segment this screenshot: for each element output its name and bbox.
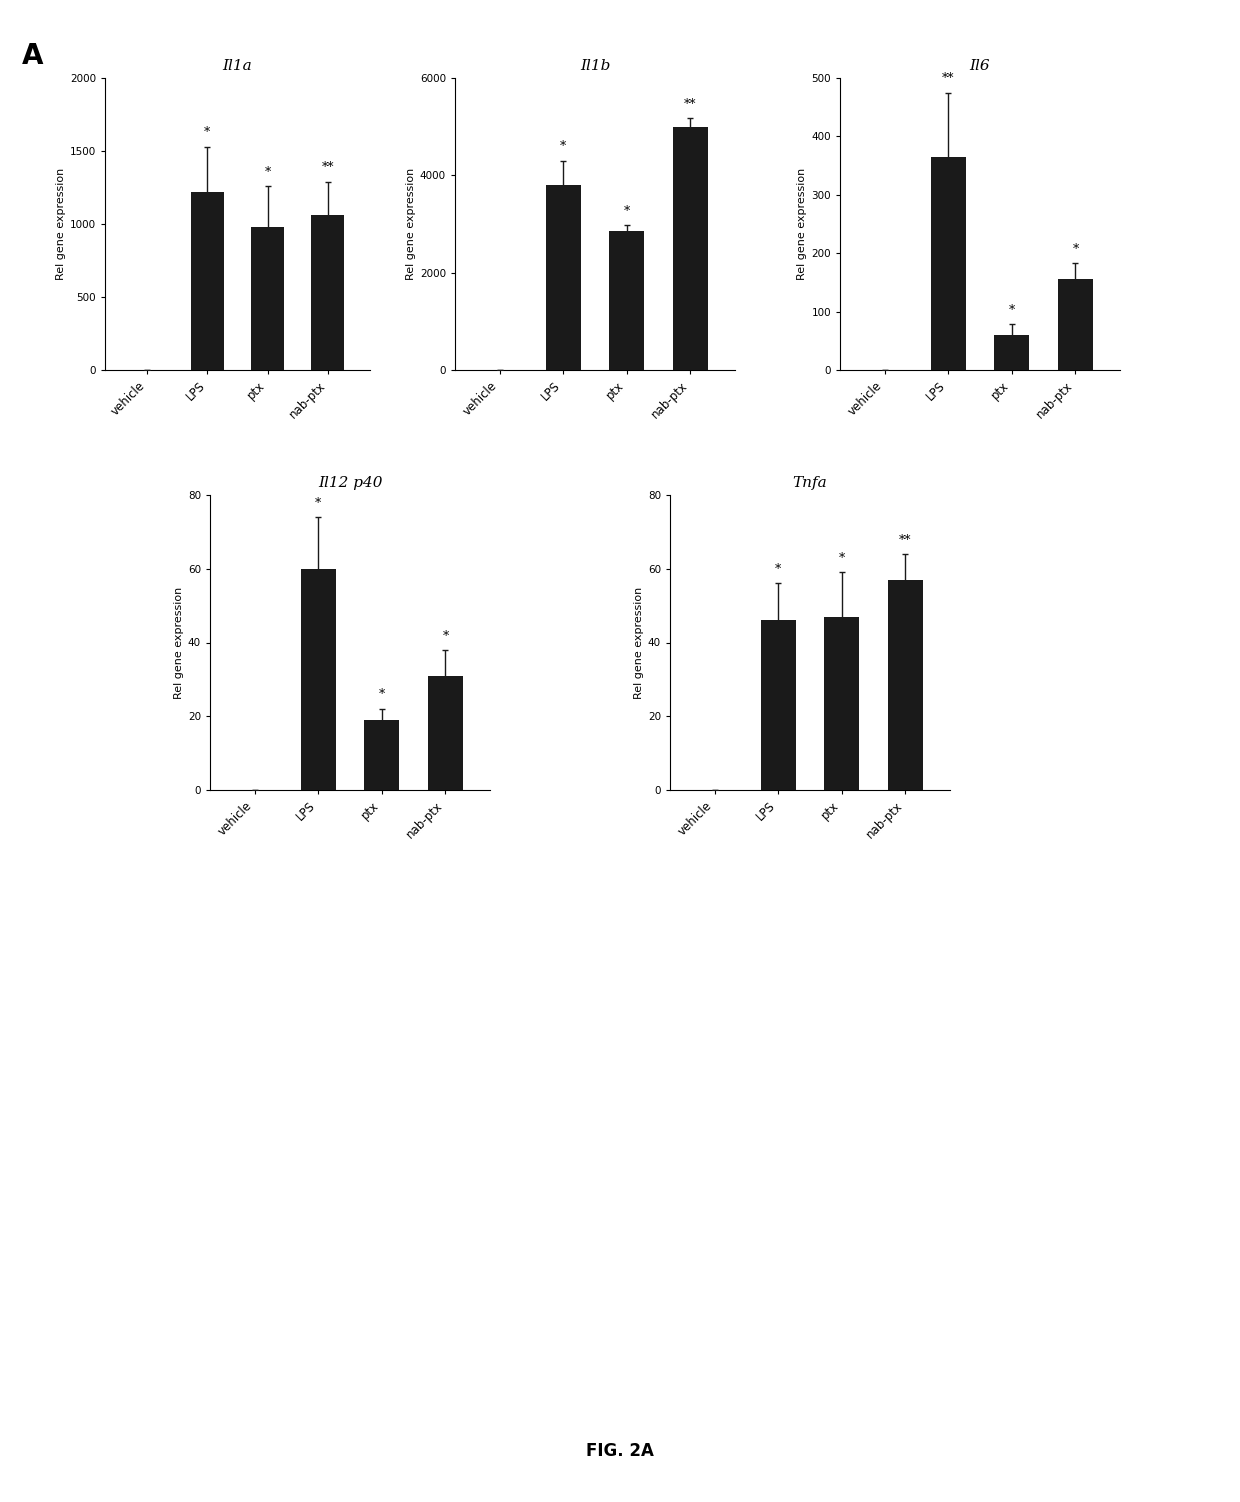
Text: *: * [775, 563, 781, 577]
Bar [300, 569, 336, 790]
Bar [1058, 279, 1092, 369]
Title: Il6: Il6 [970, 59, 991, 72]
Text: *: * [624, 206, 630, 218]
Y-axis label: Rel gene expression: Rel gene expression [174, 586, 184, 698]
Bar [825, 617, 859, 790]
Bar [250, 227, 284, 369]
Text: *: * [838, 553, 844, 565]
Text: **: ** [942, 72, 955, 86]
Text: **: ** [684, 98, 697, 111]
Text: *: * [560, 140, 567, 153]
Bar [365, 719, 399, 790]
Bar [673, 126, 708, 369]
Text: FIG. 2A: FIG. 2A [587, 1442, 653, 1460]
Y-axis label: Rel gene expression: Rel gene expression [634, 586, 644, 698]
Text: **: ** [321, 161, 334, 174]
Text: *: * [205, 126, 211, 140]
Title: Il12 p40: Il12 p40 [317, 476, 382, 490]
Bar [428, 676, 463, 790]
Bar [191, 192, 224, 369]
Text: *: * [264, 165, 270, 179]
Title: Il1a: Il1a [223, 59, 253, 72]
Bar [311, 215, 345, 369]
Y-axis label: Rel gene expression: Rel gene expression [797, 168, 807, 281]
Title: Tnfa: Tnfa [792, 476, 827, 490]
Bar [760, 620, 796, 790]
Bar [931, 156, 966, 369]
Y-axis label: Rel gene expression: Rel gene expression [56, 168, 66, 281]
Bar [546, 185, 580, 369]
Bar [994, 335, 1029, 369]
Text: *: * [315, 497, 321, 509]
Bar [888, 580, 923, 790]
Y-axis label: Rel gene expression: Rel gene expression [405, 168, 415, 281]
Text: A: A [22, 42, 43, 71]
Text: *: * [443, 629, 449, 643]
Text: **: ** [899, 533, 911, 547]
Text: *: * [378, 688, 384, 701]
Text: *: * [1008, 303, 1016, 317]
Title: Il1b: Il1b [580, 59, 610, 72]
Text: *: * [1073, 243, 1079, 255]
Bar [609, 231, 645, 369]
